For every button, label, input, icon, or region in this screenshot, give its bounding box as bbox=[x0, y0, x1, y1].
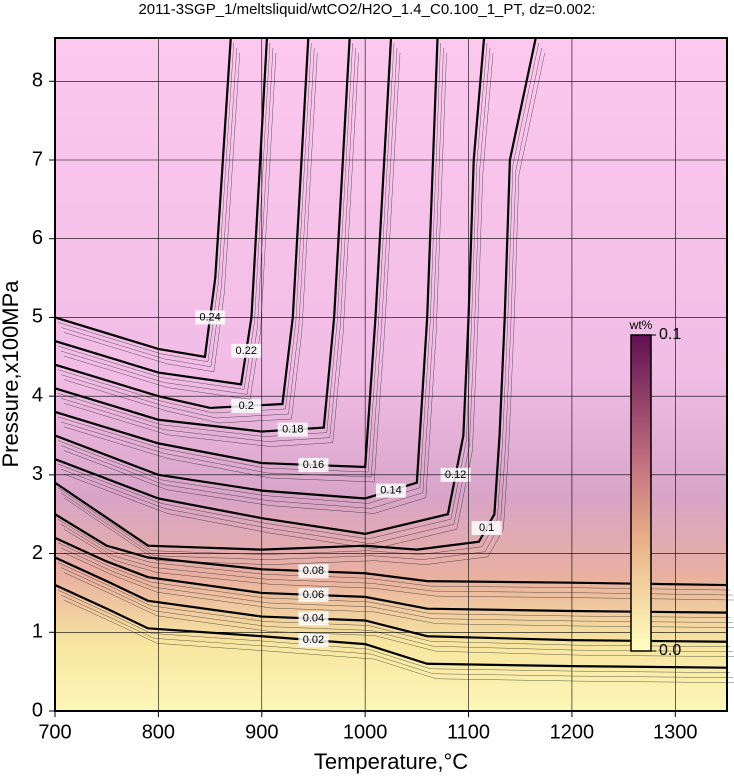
contour-label: 0.2 bbox=[239, 400, 254, 412]
contour-label: 0.08 bbox=[303, 565, 324, 577]
contour-label: 0.18 bbox=[282, 424, 303, 436]
minor-contour bbox=[60, 47, 274, 395]
minor-contour bbox=[63, 52, 494, 550]
plot-frame bbox=[54, 37, 728, 712]
minor-contour bbox=[60, 47, 315, 419]
y-tick-label: 7 bbox=[32, 148, 43, 170]
contour-label: 0.04 bbox=[303, 612, 324, 624]
contour-label-bg bbox=[231, 398, 262, 413]
chart-title: 2011-3SGP_1/meltsliquid/wtCO2/H2O_1.4_C0… bbox=[138, 1, 595, 18]
minor-contour bbox=[63, 529, 734, 601]
colorbar-label: wt% bbox=[629, 318, 653, 332]
x-tick-label: 1100 bbox=[447, 721, 490, 743]
colorbar-tick-label: 0.0 bbox=[659, 642, 681, 659]
x-tick-label: 800 bbox=[142, 721, 175, 743]
minor-contour bbox=[63, 52, 447, 514]
minor-contour bbox=[63, 52, 318, 424]
minor-contour bbox=[63, 52, 401, 483]
y-tick-label: 3 bbox=[32, 463, 43, 485]
minor-contour bbox=[63, 552, 734, 628]
y-tick-label: 8 bbox=[32, 70, 43, 92]
minor-contour bbox=[63, 52, 359, 447]
contour-label-bg bbox=[298, 611, 329, 626]
x-tick-label: 1000 bbox=[343, 721, 388, 743]
contour-label-bg bbox=[471, 520, 502, 535]
contour-label-bg bbox=[277, 422, 308, 437]
minor-contour bbox=[60, 47, 238, 368]
minor-contour bbox=[63, 599, 734, 683]
y-tick-label: 4 bbox=[32, 384, 43, 406]
minor-contour bbox=[63, 52, 545, 565]
contour-label: 0.14 bbox=[380, 485, 401, 497]
contour-label: 0.1 bbox=[479, 522, 494, 534]
contour-label: 0.22 bbox=[236, 345, 257, 357]
contour-label-bg bbox=[231, 343, 262, 358]
x-axis-label: Temperature,°C bbox=[314, 749, 468, 774]
minor-contour bbox=[60, 594, 734, 678]
y-tick-label: 0 bbox=[32, 699, 43, 721]
minor-contour bbox=[63, 572, 734, 657]
minor-contour bbox=[63, 52, 277, 400]
contour-label-bg bbox=[376, 483, 406, 498]
contour-line bbox=[54, 37, 537, 551]
contour-line bbox=[54, 37, 486, 536]
contour-line bbox=[54, 37, 269, 386]
contour-label: 0.16 bbox=[303, 459, 324, 471]
contour-label-bg bbox=[298, 587, 329, 602]
minor-contour bbox=[60, 524, 734, 596]
y-tick-label: 1 bbox=[32, 621, 43, 643]
minor-contour bbox=[60, 567, 734, 652]
y-tick-label: 5 bbox=[32, 306, 43, 328]
y-axis-label: Pressure,x100MPa bbox=[0, 280, 23, 468]
minor-contour bbox=[57, 42, 441, 504]
contour-label: 0.06 bbox=[303, 589, 324, 601]
minor-contour bbox=[60, 47, 491, 545]
minor-contour bbox=[63, 52, 241, 373]
y-tick-label: 2 bbox=[32, 542, 43, 564]
minor-contour bbox=[60, 47, 356, 442]
minor-contour bbox=[60, 47, 444, 509]
x-tick-label: 1300 bbox=[653, 721, 698, 743]
minor-contour bbox=[60, 547, 734, 623]
contour-label-bg bbox=[298, 564, 329, 579]
minor-contour bbox=[57, 42, 235, 363]
plot-background bbox=[55, 38, 727, 711]
contour-label: 0.02 bbox=[303, 634, 324, 646]
x-tick-label: 900 bbox=[245, 721, 278, 743]
minor-contour bbox=[60, 47, 542, 560]
minor-contour bbox=[57, 42, 488, 540]
contour-line bbox=[54, 37, 232, 359]
minor-contour bbox=[57, 42, 271, 390]
contour-label-bg bbox=[298, 458, 329, 473]
colorbar bbox=[630, 334, 652, 652]
x-tick-label: 700 bbox=[38, 721, 71, 743]
colorbar-tick-label: 0.1 bbox=[659, 326, 681, 343]
contour-label-bg bbox=[298, 633, 329, 648]
y-tick-label: 6 bbox=[32, 227, 43, 249]
x-tick-label: 1200 bbox=[550, 721, 595, 743]
